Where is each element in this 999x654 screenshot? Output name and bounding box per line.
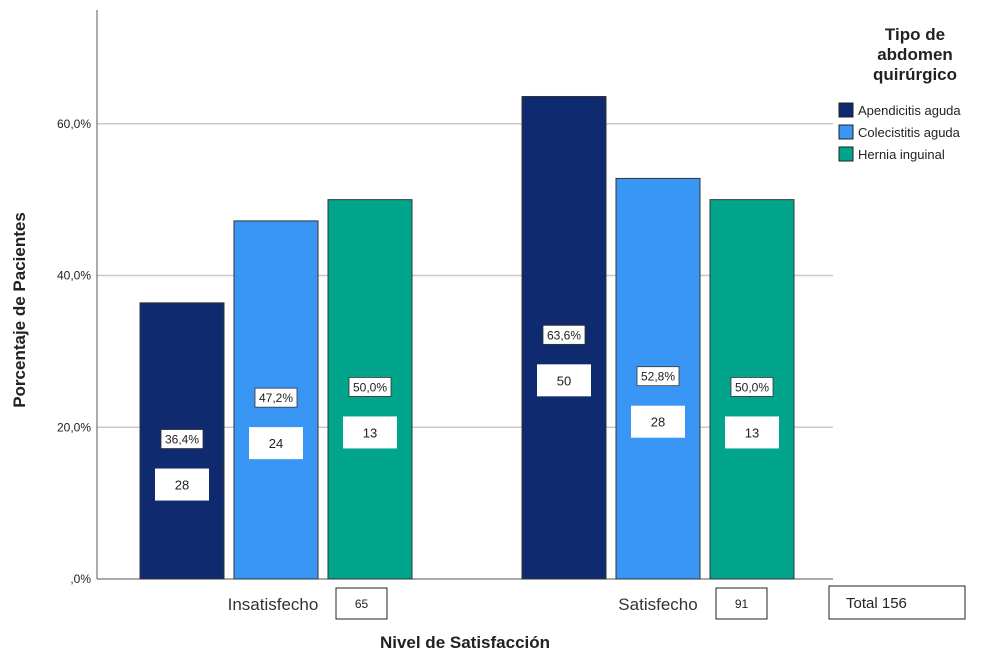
pct-label: 52,8% (641, 370, 675, 384)
data-labels: 36,4% 28 47,2% 24 50,0% 13 63,6% 50 52,8% 28 50,0%… (155, 324, 779, 501)
category-total: 65 (355, 597, 369, 611)
count-label: 24 (269, 436, 283, 451)
category-label: Insatisfecho (228, 595, 319, 614)
pct-label: 36,4% (165, 433, 199, 447)
category-total-box (715, 587, 768, 620)
pct-label: 63,6% (547, 328, 581, 342)
y-tick-label: ,0% (70, 572, 91, 586)
legend-item-label: Colecistitis aguda (858, 125, 961, 140)
legend-item-label: Apendicitis aguda (858, 103, 961, 118)
legend-swatch (838, 124, 854, 140)
count-label-box (249, 427, 303, 460)
count-label-box (725, 416, 779, 449)
category-total-box (335, 587, 388, 620)
pct-label-box (542, 324, 586, 345)
bars (139, 95, 795, 580)
pct-label-box (160, 429, 204, 449)
category-labels: Insatisfecho 65 Satisfecho 91 Total 156 (228, 585, 966, 620)
category-total: 91 (735, 597, 749, 611)
legend-swatch (838, 146, 854, 162)
count-label: 28 (175, 478, 189, 493)
pct-label-box (254, 387, 298, 408)
count-label-box (343, 416, 397, 449)
pct-label: 47,2% (259, 391, 293, 405)
legend-title-line: Tipo de (885, 25, 945, 44)
count-label-box (631, 405, 685, 438)
grand-total-label: Total 156 (846, 595, 907, 612)
legend-title-line: abdomen (877, 45, 953, 64)
legend-swatch (838, 102, 854, 118)
pct-label-box (348, 377, 392, 397)
count-label: 28 (651, 415, 665, 430)
count-label: 13 (363, 425, 377, 440)
pct-label: 50,0% (353, 380, 387, 394)
pct-label-box (636, 366, 680, 387)
y-tick-label: 60,0% (57, 117, 91, 131)
y-axis-title: Porcentaje de Pacientes (10, 212, 29, 408)
count-label: 13 (745, 425, 759, 440)
x-axis-title: Nivel de Satisfacción (380, 633, 550, 652)
y-tick-label: 40,0% (57, 269, 91, 283)
grand-total-box (828, 585, 966, 620)
legend-title-line: quirúrgico (873, 65, 957, 84)
count-label: 50 (557, 373, 571, 388)
pct-label: 50,0% (735, 380, 769, 394)
legend-item-label: Hernia inguinal (858, 147, 945, 162)
count-label-box (155, 468, 209, 501)
pct-label-box (730, 377, 774, 397)
y-tick-label: 20,0% (57, 420, 91, 434)
category-label: Satisfecho (618, 595, 697, 614)
count-label-box (537, 364, 591, 397)
